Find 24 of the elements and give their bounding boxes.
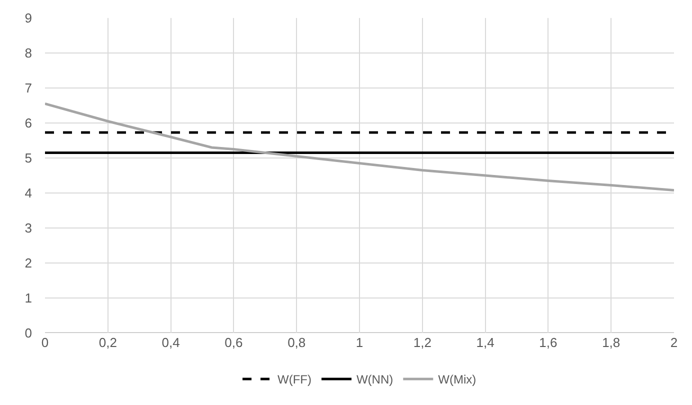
y-tick-label: 5 xyxy=(24,150,32,166)
x-tick-label: 0 xyxy=(41,335,49,350)
y-tick-label: 7 xyxy=(24,80,32,96)
x-tick-label: 0,8 xyxy=(288,335,306,350)
x-tick-label: 1,8 xyxy=(602,335,620,350)
y-tick-label: 8 xyxy=(24,46,32,61)
legend-label: W(Mix) xyxy=(438,372,476,387)
x-tick-label: 1,2 xyxy=(413,335,432,350)
x-tick-label: 0,4 xyxy=(162,335,180,350)
line-series xyxy=(45,102,674,192)
x-tick-label: 1,6 xyxy=(539,335,558,350)
y-tick-label: 1 xyxy=(24,290,32,306)
y-tick-label: 3 xyxy=(24,220,32,236)
y-tick-label: 2 xyxy=(24,256,32,271)
x-tick-label: 0,6 xyxy=(224,335,243,350)
y-tick-label: 6 xyxy=(24,116,32,131)
legend-label: W(FF) xyxy=(278,372,312,387)
x-tick-label: 1,4 xyxy=(476,335,494,350)
legend-label: W(NN) xyxy=(356,372,394,387)
x-tick-label: 1 xyxy=(356,335,364,350)
x-tick-label: 0,2 xyxy=(98,335,117,350)
y-tick-label: 4 xyxy=(24,186,32,201)
x-tick-label: 2 xyxy=(670,335,678,350)
y-tick-label: 9 xyxy=(24,10,32,26)
